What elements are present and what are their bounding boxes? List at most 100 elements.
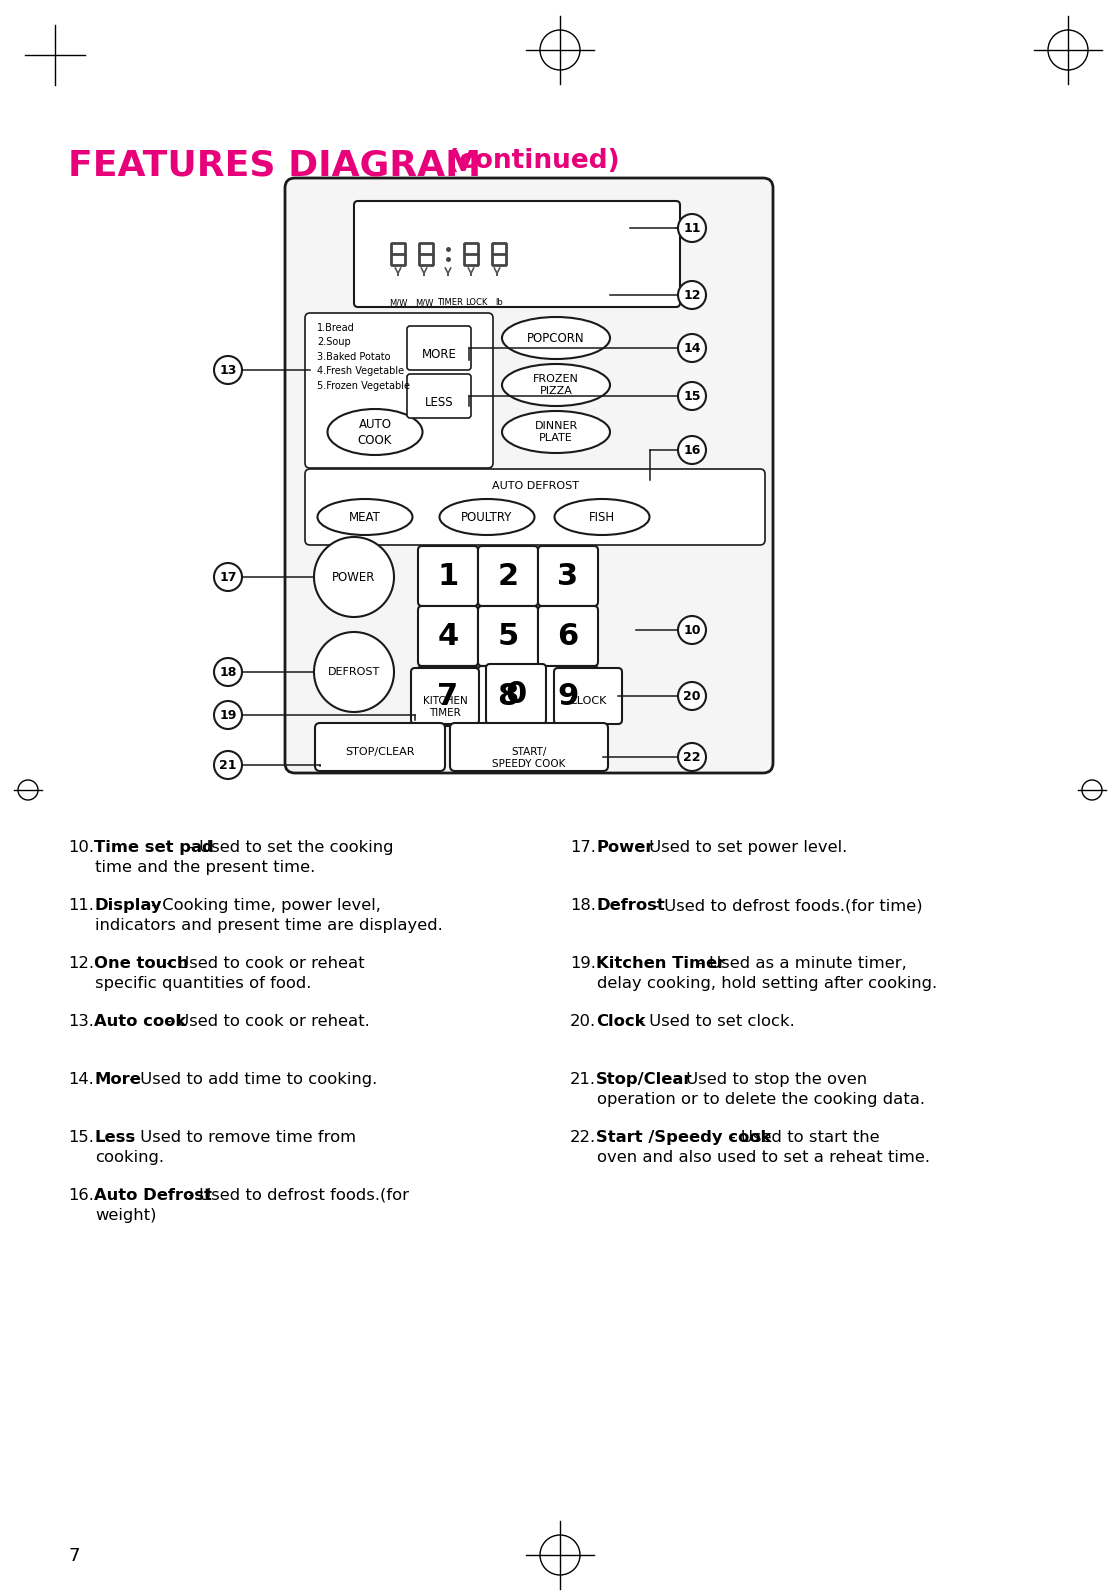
FancyBboxPatch shape: [538, 547, 598, 606]
Ellipse shape: [554, 499, 650, 536]
Text: - Used to stop the oven: - Used to stop the oven: [671, 1073, 868, 1087]
FancyBboxPatch shape: [418, 666, 478, 725]
Ellipse shape: [317, 499, 412, 536]
Circle shape: [678, 281, 706, 309]
Text: DINNER
PLATE: DINNER PLATE: [534, 421, 578, 443]
Text: Auto cook: Auto cook: [94, 1014, 186, 1030]
Text: - Used to start the: - Used to start the: [730, 1130, 879, 1144]
Text: - Cooking time, power level,: - Cooking time, power level,: [146, 897, 381, 913]
Text: 12: 12: [683, 289, 701, 301]
Text: AUTO DEFROST: AUTO DEFROST: [492, 481, 579, 491]
Circle shape: [314, 631, 394, 713]
Text: - Used to defrost foods.(for time): - Used to defrost foods.(for time): [648, 897, 923, 913]
Ellipse shape: [502, 317, 610, 359]
Circle shape: [678, 615, 706, 644]
FancyBboxPatch shape: [418, 606, 478, 666]
Text: 6: 6: [558, 622, 579, 650]
Text: operation or to delete the cooking data.: operation or to delete the cooking data.: [597, 1092, 925, 1106]
Text: 7: 7: [438, 682, 458, 711]
Text: - Used to defrost foods.(for: - Used to defrost foods.(for: [184, 1188, 409, 1203]
Text: 21.: 21.: [570, 1073, 596, 1087]
Text: More: More: [94, 1073, 141, 1087]
Text: - Used as a minute timer,: - Used as a minute timer,: [692, 956, 906, 971]
Text: POULTRY: POULTRY: [461, 510, 513, 523]
Text: 11.: 11.: [68, 897, 94, 913]
Text: LESS: LESS: [424, 395, 454, 410]
Text: One touch: One touch: [94, 956, 188, 971]
Text: 19: 19: [220, 708, 236, 722]
Text: - Used to remove time from: - Used to remove time from: [123, 1130, 356, 1144]
Text: Kitchen Timer: Kitchen Timer: [596, 956, 726, 971]
FancyBboxPatch shape: [354, 201, 680, 308]
FancyBboxPatch shape: [305, 312, 493, 469]
FancyBboxPatch shape: [554, 668, 622, 724]
Text: DEFROST: DEFROST: [328, 666, 380, 677]
Circle shape: [314, 537, 394, 617]
Text: 21: 21: [220, 759, 236, 771]
Text: oven and also used to set a reheat time.: oven and also used to set a reheat time.: [597, 1149, 930, 1165]
Text: MORE: MORE: [421, 347, 457, 360]
Text: Stop/Clear: Stop/Clear: [596, 1073, 692, 1087]
FancyBboxPatch shape: [407, 327, 472, 370]
Text: FROZEN
PIZZA: FROZEN PIZZA: [533, 375, 579, 395]
Text: time and the present time.: time and the present time.: [95, 861, 315, 875]
Text: 17.: 17.: [570, 840, 596, 854]
Text: 19.: 19.: [570, 956, 596, 971]
Text: 7: 7: [68, 1548, 80, 1565]
Text: Clock: Clock: [596, 1014, 645, 1030]
FancyBboxPatch shape: [486, 665, 547, 724]
Circle shape: [214, 355, 242, 384]
Text: specific quantities of food.: specific quantities of food.: [95, 976, 311, 991]
Text: 14.: 14.: [68, 1073, 94, 1087]
Text: - Used to cook or reheat.: - Used to cook or reheat.: [161, 1014, 370, 1030]
Text: FISH: FISH: [589, 510, 615, 523]
Text: 13: 13: [220, 363, 236, 376]
Text: Defrost: Defrost: [596, 897, 665, 913]
Circle shape: [214, 658, 242, 685]
Text: 15: 15: [683, 389, 701, 403]
Text: Display: Display: [94, 897, 161, 913]
Text: - Used to add time to cooking.: - Used to add time to cooking.: [123, 1073, 377, 1087]
Text: 20: 20: [683, 690, 701, 703]
FancyBboxPatch shape: [315, 724, 445, 771]
Ellipse shape: [439, 499, 534, 536]
Ellipse shape: [327, 410, 422, 454]
Circle shape: [678, 214, 706, 242]
Text: 1.Bread
2.Soup
3.Baked Potato
4.Fresh Vegetable
5.Frozen Vegetable: 1.Bread 2.Soup 3.Baked Potato 4.Fresh Ve…: [317, 324, 410, 391]
Text: MEAT: MEAT: [349, 510, 381, 523]
Text: KITCHEN
TIMER: KITCHEN TIMER: [422, 697, 467, 719]
Text: 17: 17: [220, 571, 236, 583]
Text: 16.: 16.: [68, 1188, 94, 1203]
FancyBboxPatch shape: [411, 668, 479, 724]
Text: Auto Defrost: Auto Defrost: [94, 1188, 212, 1203]
Text: Time set pad: Time set pad: [94, 840, 214, 854]
Text: - Used to cook or reheat: - Used to cook or reheat: [161, 956, 364, 971]
Text: 0: 0: [505, 679, 526, 708]
FancyBboxPatch shape: [284, 179, 773, 773]
Circle shape: [678, 335, 706, 362]
Text: M/W: M/W: [414, 298, 433, 308]
Text: POPCORN: POPCORN: [528, 332, 585, 344]
FancyBboxPatch shape: [450, 724, 608, 771]
Text: 22.: 22.: [570, 1130, 596, 1144]
Text: 2: 2: [497, 561, 519, 590]
Text: 11: 11: [683, 222, 701, 234]
FancyBboxPatch shape: [538, 606, 598, 666]
Text: 4: 4: [438, 622, 458, 650]
Text: Power: Power: [596, 840, 653, 854]
Text: Start /Speedy cook: Start /Speedy cook: [596, 1130, 772, 1144]
Text: weight): weight): [95, 1208, 157, 1223]
FancyBboxPatch shape: [305, 469, 765, 545]
FancyBboxPatch shape: [478, 547, 538, 606]
Text: 10: 10: [683, 623, 701, 636]
Text: M/W: M/W: [389, 298, 408, 308]
FancyBboxPatch shape: [478, 606, 538, 666]
Circle shape: [678, 682, 706, 709]
FancyBboxPatch shape: [478, 666, 538, 725]
Text: 5: 5: [497, 622, 519, 650]
Text: 12.: 12.: [68, 956, 94, 971]
Text: Less: Less: [94, 1130, 136, 1144]
Text: 20.: 20.: [570, 1014, 596, 1030]
Circle shape: [214, 701, 242, 728]
Text: AUTO
COOK: AUTO COOK: [357, 418, 392, 446]
